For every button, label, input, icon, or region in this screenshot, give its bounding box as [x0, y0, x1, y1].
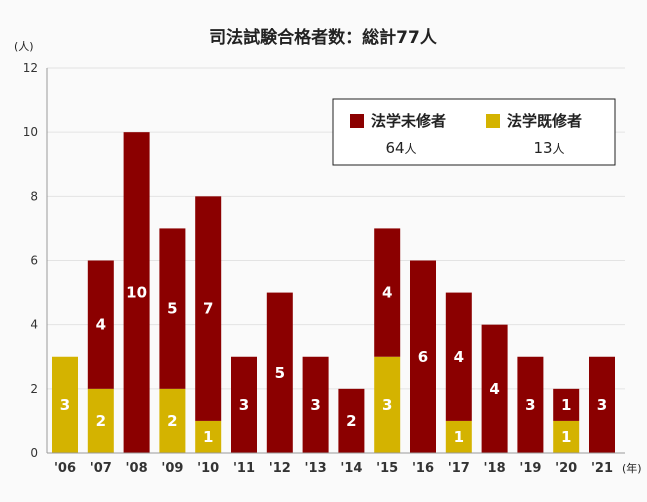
- x-axis-ticks: '06 '07 '08 '09 '10 '11 '12 '13 '14 '15 '16 '17 '18 '…: [54, 461, 613, 476]
- bar-value-label: 7: [203, 300, 213, 318]
- bar-value-label: 5: [167, 300, 177, 318]
- bar-segment: [123, 132, 150, 453]
- legend-swatch-schooled: [486, 114, 500, 128]
- bar-value-label: 10: [126, 284, 147, 302]
- y-tick-label: 0: [30, 446, 38, 460]
- x-tick-label: '06: [54, 461, 76, 476]
- bar-segment: [517, 356, 544, 453]
- bar-segment: [195, 420, 222, 453]
- y-axis-unit: (人): [14, 40, 34, 53]
- bar-segment: [553, 420, 580, 453]
- bar-segment: [445, 420, 472, 453]
- y-tick-label: 6: [30, 254, 38, 268]
- y-tick-label: 2: [30, 382, 38, 396]
- chart-title: 司法試験合格者数：総計77人: [209, 27, 438, 48]
- x-tick-label: '17: [448, 461, 470, 476]
- bar-segment: [338, 388, 365, 453]
- bar-segment: [87, 388, 114, 453]
- bar-value-label: 3: [310, 396, 320, 414]
- x-tick-label: '18: [484, 461, 506, 476]
- x-tick-label: '11: [233, 461, 255, 476]
- legend-count-unit-schooled: 人: [553, 142, 565, 156]
- bar-value-label: 5: [275, 364, 285, 382]
- x-tick-label: '07: [90, 461, 112, 476]
- bar-segment: [481, 324, 508, 453]
- y-tick-label: 4: [30, 318, 38, 332]
- x-tick-label: '16: [412, 461, 434, 476]
- x-tick-label: '08: [126, 461, 148, 476]
- bar-segment: [87, 260, 114, 389]
- legend-count-unit-unschooled: 人: [405, 142, 417, 156]
- bar-segment: [266, 292, 293, 453]
- bar-value-label: 3: [525, 396, 535, 414]
- y-axis-ticks: 0 2 4 6 8 10 12: [23, 61, 38, 460]
- bar-segment: [159, 228, 186, 389]
- bar-segment: [589, 356, 615, 453]
- legend-count-schooled-group: 13人: [533, 139, 564, 157]
- legend-label-schooled: 法学既修者: [507, 112, 582, 130]
- legend: 法学未修者 64人 法学既修者 13人: [332, 98, 616, 166]
- bar-value-label: 1: [454, 428, 464, 446]
- bar-segment: [374, 228, 401, 357]
- x-tick-label: '10: [197, 461, 219, 476]
- bar-value-label: 3: [597, 396, 607, 414]
- x-tick-label: '19: [519, 461, 541, 476]
- bar-segment: [52, 356, 78, 453]
- legend-count-unschooled: 64: [385, 139, 404, 157]
- x-tick-label: '12: [269, 461, 291, 476]
- x-tick-label: '21: [591, 461, 613, 476]
- bar-value-label: 2: [96, 412, 106, 430]
- bar-value-label: 2: [346, 412, 356, 430]
- bar-value-label: 4: [454, 348, 464, 366]
- x-tick-label: '20: [555, 461, 577, 476]
- bar-value-label: 4: [96, 316, 106, 334]
- bar-segment: [553, 388, 580, 421]
- legend-count-schooled: 13: [533, 139, 552, 157]
- bar-segment: [302, 356, 329, 453]
- y-tick-label: 10: [23, 125, 38, 139]
- bar-value-label: 6: [418, 348, 428, 366]
- bar-value-label: 1: [203, 428, 213, 446]
- bar-value-label: 1: [561, 396, 571, 414]
- bar-value-label: 1: [561, 428, 571, 446]
- bar-segment: [231, 356, 257, 453]
- bar-segment: [159, 388, 186, 453]
- legend-count-unschooled-group: 64人: [385, 139, 416, 157]
- x-tick-label: '15: [376, 461, 398, 476]
- y-tick-label: 12: [23, 61, 38, 75]
- y-tick-label: 8: [30, 189, 38, 203]
- x-tick-label: '09: [161, 461, 183, 476]
- bar-segment: [374, 356, 401, 453]
- bar-value-label: 3: [60, 396, 70, 414]
- legend-label-unschooled: 法学未修者: [371, 112, 446, 130]
- x-axis-unit: (年): [622, 461, 642, 475]
- legend-swatch-unschooled: [350, 114, 364, 128]
- bar-value-label: 2: [167, 412, 177, 430]
- bar-segment: [445, 292, 472, 421]
- bar-segment: [410, 260, 436, 453]
- bar-segment: [195, 196, 222, 421]
- legend-box: [332, 98, 616, 166]
- x-tick-label: '14: [340, 461, 362, 476]
- bar-value-label: 4: [382, 284, 392, 302]
- bar-value-label: 3: [382, 396, 392, 414]
- bar-value-label: 3: [239, 396, 249, 414]
- bar-value-label: 4: [489, 380, 499, 398]
- x-tick-label: '13: [305, 461, 327, 476]
